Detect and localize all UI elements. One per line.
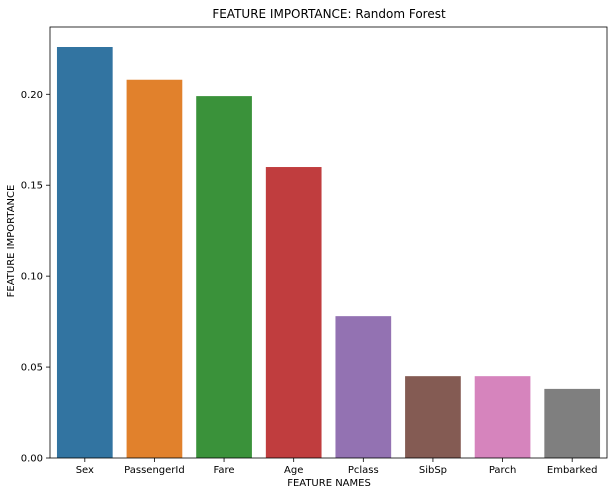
y-axis-label: FEATURE IMPORTANCE — [6, 185, 17, 298]
plot-frame — [49, 26, 608, 459]
y-tick-label: 0.20 — [21, 90, 43, 101]
x-tick-label: Age — [284, 465, 303, 476]
x-tick-label: Parch — [489, 465, 516, 476]
y-tick-label: 0.10 — [21, 272, 43, 283]
bar-sex — [56, 47, 113, 458]
y-tick-label: 0.05 — [21, 363, 43, 374]
plot-area — [49, 26, 608, 459]
bar-pclass — [335, 316, 392, 458]
x-tick-label: Embarked — [547, 465, 598, 476]
x-tick-label: Sex — [76, 465, 94, 476]
y-tick-label: 0.15 — [21, 181, 43, 192]
bar-parch — [474, 376, 531, 458]
bar-sibsp — [405, 376, 461, 458]
bar-fare — [196, 96, 252, 459]
chart-title: FEATURE IMPORTANCE: Random Forest — [212, 7, 446, 21]
x-tick-label: PassengerId — [124, 465, 185, 476]
bar-passengerid — [126, 79, 183, 459]
bar-age — [265, 167, 322, 458]
x-tick-label: Pclass — [348, 465, 379, 476]
x-tick-label: Fare — [214, 465, 235, 476]
y-axis: 0.00 0.05 0.10 0.15 0.20 — [21, 90, 50, 465]
bar-embarked — [544, 388, 601, 458]
x-axis-label: FEATURE NAMES — [287, 478, 371, 489]
x-tick-label: SibSp — [419, 465, 447, 476]
y-tick-label: 0.00 — [21, 454, 43, 465]
x-axis: Sex PassengerId Fare Age Pclass SibSp Parch Emb… — [76, 458, 598, 476]
